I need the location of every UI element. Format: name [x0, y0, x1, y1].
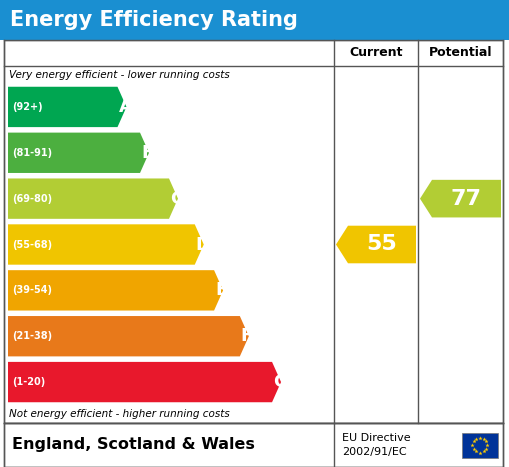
Text: (39-54): (39-54) [12, 285, 52, 295]
Text: (81-91): (81-91) [12, 148, 52, 158]
Bar [0, 0, 509, 40]
Polygon shape [420, 180, 501, 218]
Text: Current: Current [349, 47, 403, 59]
Polygon shape [8, 178, 178, 219]
Text: England, Scotland & Wales: England, Scotland & Wales [12, 438, 255, 453]
Text: 55: 55 [366, 234, 398, 255]
Text: Very energy efficient - lower running costs: Very energy efficient - lower running co… [9, 70, 230, 80]
Text: F: F [241, 327, 253, 345]
Text: C: C [170, 190, 183, 208]
Text: G: G [273, 373, 288, 391]
Polygon shape [8, 133, 149, 173]
Bar [4, 40, 503, 423]
Polygon shape [8, 224, 204, 265]
Text: E: E [215, 281, 228, 299]
Bar [462, 432, 498, 458]
Polygon shape [8, 270, 223, 311]
Text: Energy Efficiency Rating: Energy Efficiency Rating [10, 10, 298, 30]
Text: 77: 77 [451, 189, 482, 209]
Text: Not energy efficient - higher running costs: Not energy efficient - higher running co… [9, 409, 230, 419]
Text: D: D [196, 235, 211, 254]
Text: B: B [141, 144, 155, 162]
Text: A: A [119, 98, 132, 116]
Bar [4, 423, 503, 467]
Text: (1-20): (1-20) [12, 377, 45, 387]
Polygon shape [8, 316, 249, 356]
Text: Potential: Potential [429, 47, 492, 59]
Text: (21-38): (21-38) [12, 331, 52, 341]
Text: (92+): (92+) [12, 102, 43, 112]
Text: (55-68): (55-68) [12, 240, 52, 249]
Polygon shape [8, 87, 126, 127]
Polygon shape [8, 362, 281, 402]
Text: (69-80): (69-80) [12, 194, 52, 204]
Polygon shape [336, 226, 416, 263]
Text: EU Directive
2002/91/EC: EU Directive 2002/91/EC [342, 433, 411, 457]
